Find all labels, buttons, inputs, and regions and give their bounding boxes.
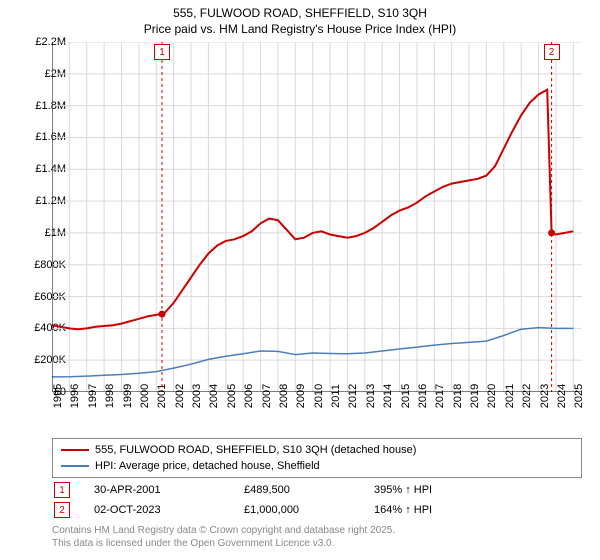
chart-marker-chip: 1: [154, 44, 170, 60]
legend-item: HPI: Average price, detached house, Shef…: [61, 458, 573, 474]
marker-chip: 2: [54, 502, 70, 518]
legend-item: 555, FULWOOD ROAD, SHEFFIELD, S10 3QH (d…: [61, 442, 573, 458]
marker-price: £489,500: [244, 484, 374, 496]
marker-row: 2 02-OCT-2023 £1,000,000 164% ↑ HPI: [52, 500, 582, 520]
footer-line-2: This data is licensed under the Open Gov…: [52, 538, 334, 549]
footer-attribution: Contains HM Land Registry data © Crown c…: [52, 524, 395, 550]
chart-svg: [52, 42, 582, 392]
marker-date: 30-APR-2001: [94, 484, 244, 496]
chart-marker-chip: 2: [544, 44, 560, 60]
marker-pct: 164% ↑ HPI: [374, 504, 494, 516]
title-line-2: Price paid vs. HM Land Registry's House …: [144, 22, 456, 36]
marker-price: £1,000,000: [244, 504, 374, 516]
marker-chip: 1: [54, 482, 70, 498]
legend-swatch: [61, 449, 89, 451]
marker-row: 1 30-APR-2001 £489,500 395% ↑ HPI: [52, 480, 582, 500]
legend: 555, FULWOOD ROAD, SHEFFIELD, S10 3QH (d…: [52, 438, 582, 478]
legend-swatch: [61, 465, 89, 467]
chart-container: 555, FULWOOD ROAD, SHEFFIELD, S10 3QH Pr…: [0, 0, 600, 560]
marker-pct: 395% ↑ HPI: [374, 484, 494, 496]
chart-plot-area: 12: [52, 42, 582, 392]
marker-table: 1 30-APR-2001 £489,500 395% ↑ HPI 2 02-O…: [52, 480, 582, 520]
footer-line-1: Contains HM Land Registry data © Crown c…: [52, 525, 395, 536]
legend-label: HPI: Average price, detached house, Shef…: [95, 460, 320, 472]
marker-date: 02-OCT-2023: [94, 504, 244, 516]
chart-title: 555, FULWOOD ROAD, SHEFFIELD, S10 3QH Pr…: [0, 0, 600, 37]
title-line-1: 555, FULWOOD ROAD, SHEFFIELD, S10 3QH: [173, 6, 427, 20]
legend-label: 555, FULWOOD ROAD, SHEFFIELD, S10 3QH (d…: [95, 444, 416, 456]
